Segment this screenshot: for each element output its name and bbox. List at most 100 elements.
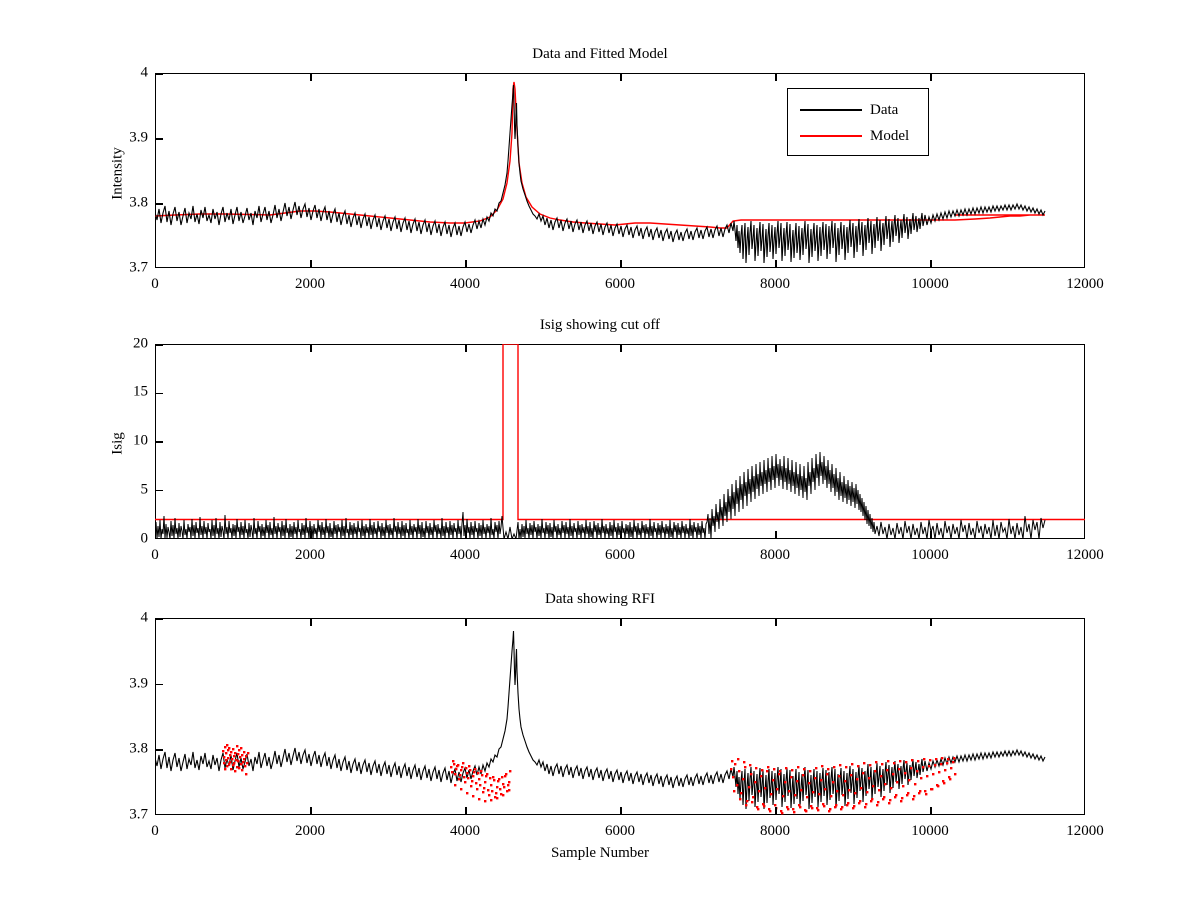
- panel-2-title: Isig showing cut off: [539, 317, 661, 333]
- panel-3-xtick-10000b: [930, 807, 932, 815]
- legend-swatch-model: [800, 135, 862, 137]
- panel-2-xtick-label-8000: 8000: [760, 547, 790, 563]
- panel-2-xtick-4000: [465, 344, 467, 352]
- panel-1-xtick-8000: [775, 73, 777, 81]
- legend-entry-data: Data: [800, 99, 898, 121]
- panel-3-xtick-label-12000: 12000: [1066, 823, 1104, 839]
- panel-3-xtick-label-2000: 2000: [295, 823, 325, 839]
- panel-2-ytick-label-20: 20: [133, 335, 148, 352]
- panel-3-ytick-label-4: 4: [140, 609, 149, 626]
- panel-2-ytick-label-5: 5: [140, 481, 149, 498]
- panel-2-ytick-15: [155, 392, 163, 394]
- panel-2-xtick-8000: [775, 344, 777, 352]
- panel-1-ytick-label-3.8: 3.8: [129, 194, 148, 211]
- panel-1-xtick-10000: [930, 73, 932, 81]
- panel-2-ytick-20: [155, 344, 163, 346]
- panel-2-plot-area: [155, 344, 1085, 539]
- panel-1-xtick-4000: [465, 73, 467, 81]
- panel-3-xtick-label-8000: 8000: [760, 823, 790, 839]
- panel-1-plot-area: Data Model: [155, 73, 1085, 268]
- panel-2-ytick-0: [155, 537, 163, 539]
- panel-3-xtick-8000: [775, 618, 777, 626]
- panel-3-xtick-label-0: 0: [151, 823, 159, 839]
- panel-3-xtick-2000: [310, 618, 312, 626]
- panel-3-xtick-6000: [620, 618, 622, 626]
- panel-2-isig-line: [155, 451, 1046, 539]
- panel-1-data-line: [155, 84, 1046, 264]
- panel-2-threshold-line: [155, 344, 1085, 521]
- panel-2-ytick-10: [155, 441, 163, 443]
- panel-1-title: Data and Fitted Model: [532, 46, 668, 62]
- panel-3-xtick-2000b: [310, 807, 312, 815]
- panel-1-ytick-label-3.7: 3.7: [129, 259, 148, 276]
- panel-2-xtick-2000b: [310, 531, 312, 539]
- panel-1-ytick-3.9: [155, 138, 163, 140]
- panel-2-xtick-4000b: [465, 531, 467, 539]
- panel-1-xtick-10000b: [930, 260, 932, 268]
- panel-2-xtick-label-10000: 10000: [911, 547, 949, 563]
- panel-1-xtick-6000b: [620, 260, 622, 268]
- panel-2-xtick-label-4000: 4000: [450, 547, 480, 563]
- panel-2-xtick-label-0: 0: [151, 547, 159, 563]
- panel-2-ytick-5: [155, 489, 163, 491]
- figure-xlabel: Sample Number: [551, 845, 649, 861]
- panel-3-ytick-3.7: [155, 813, 163, 815]
- panel-2-xtick-10000b: [930, 531, 932, 539]
- panel-3-data-line: [155, 630, 1046, 810]
- panel-3-plot-area: [155, 618, 1085, 815]
- legend-entry-model: Model: [800, 125, 909, 147]
- panel-1-xtick-label-10000: 10000: [911, 276, 949, 292]
- panel-3-xtick-4000: [465, 618, 467, 626]
- panel-2-traces: [155, 344, 1085, 539]
- panel-2-xtick-10000: [930, 344, 932, 352]
- panel-1-ytick-3.7: [155, 266, 163, 268]
- panel-1-ytick-4: [155, 73, 163, 75]
- panel-2-ytick-label-10: 10: [133, 432, 148, 449]
- panel-3-ytick-3.8: [155, 749, 163, 751]
- panel-1-ytick-label-3.9: 3.9: [129, 129, 148, 146]
- panel-3-traces: [155, 630, 1046, 815]
- panel-3-ytick-label-3.9: 3.9: [129, 675, 148, 692]
- panel-1-xtick-label-2000: 2000: [295, 276, 325, 292]
- panel-3-ytick-label-3.7: 3.7: [129, 806, 148, 823]
- panel-3-xtick-label-4000: 4000: [450, 823, 480, 839]
- panel-3-ytick-label-3.8: 3.8: [129, 740, 148, 757]
- panel-1-traces: [155, 81, 1046, 264]
- panel-2-ytick-label-0: 0: [140, 530, 149, 547]
- panel-1-xtick-6000: [620, 73, 622, 81]
- panel-1-xtick-label-6000: 6000: [605, 276, 635, 292]
- panel-2-xtick-8000b: [775, 531, 777, 539]
- panel-3-xtick-label-6000: 6000: [605, 823, 635, 839]
- panel-1-xtick-8000b: [775, 260, 777, 268]
- panel-1-ytick-label-4: 4: [140, 64, 149, 81]
- panel-2-xtick-label-6000: 6000: [605, 547, 635, 563]
- legend-label-model: Model: [870, 127, 910, 144]
- panel-3-ytick-3.9: [155, 683, 163, 685]
- panel-1-xtick-2000b: [310, 260, 312, 268]
- panel-2-xtick-2000: [310, 344, 312, 352]
- panel-1-xtick-2000: [310, 73, 312, 81]
- panel-3-rfi-markers: [222, 744, 957, 815]
- panel-2-xtick-6000b: [620, 531, 622, 539]
- panel-3-xtick-8000b: [775, 807, 777, 815]
- panel-1-xtick-label-0: 0: [151, 276, 159, 292]
- legend-swatch-data: [800, 109, 862, 111]
- panel-3-ytick-4: [155, 618, 163, 620]
- panel-3-xtick-4000b: [465, 807, 467, 815]
- panel-3-xtick-label-10000: 10000: [911, 823, 949, 839]
- panel-3-title: Data showing RFI: [545, 591, 655, 607]
- panel-2-xtick-label-2000: 2000: [295, 547, 325, 563]
- panel-2-ytick-label-15: 15: [133, 383, 148, 400]
- panel-1-xtick-label-4000: 4000: [450, 276, 480, 292]
- legend-label-data: Data: [870, 101, 899, 118]
- panel-1-xtick-4000b: [465, 260, 467, 268]
- panel-3-xtick-6000b: [620, 807, 622, 815]
- panel-1-xtick-label-8000: 8000: [760, 276, 790, 292]
- panel-1-legend: Data Model: [787, 88, 929, 156]
- panel-2-xtick-6000: [620, 344, 622, 352]
- panel-2-xtick-label-12000: 12000: [1066, 547, 1104, 563]
- panel-1-ytick-3.8: [155, 203, 163, 205]
- panel-3-xtick-10000: [930, 618, 932, 626]
- panel-1-xtick-label-12000: 12000: [1066, 276, 1104, 292]
